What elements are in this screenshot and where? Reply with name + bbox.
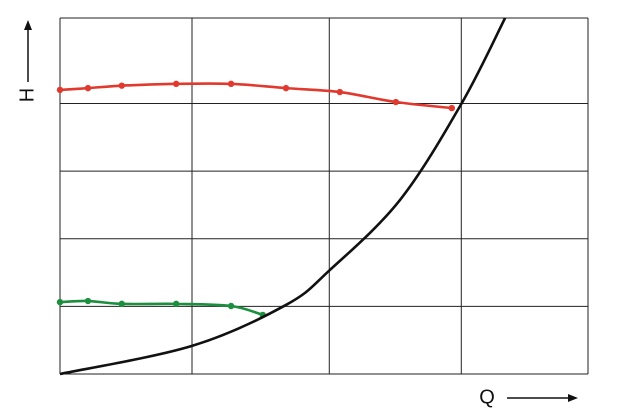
point [336,88,344,96]
x-axis-label: Q [479,386,495,408]
y-axis-arrow [24,20,32,82]
point [282,84,290,92]
point [172,80,180,88]
point [118,82,125,89]
curve [59,17,507,376]
point [118,300,125,308]
y-axis-label: H [16,88,38,102]
point [227,302,235,310]
point [392,98,400,106]
point [56,298,64,306]
point [84,84,92,92]
point [56,86,64,94]
point [448,104,455,112]
curve [59,82,452,110]
point [227,80,235,88]
point [84,297,92,305]
x-axis-arrow [507,394,578,402]
point [172,300,180,308]
